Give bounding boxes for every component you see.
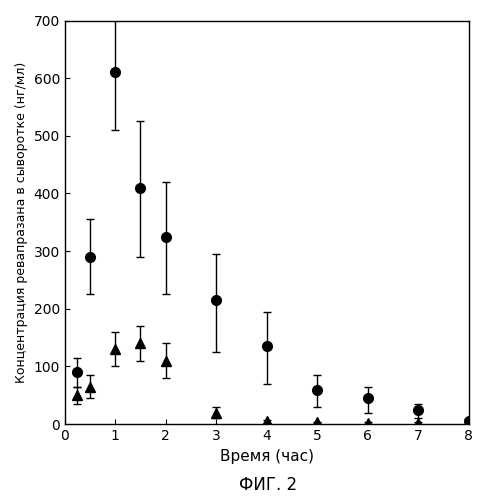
Text: ФИГ. 2: ФИГ. 2 bbox=[239, 476, 298, 494]
X-axis label: Время (час): Время (час) bbox=[220, 449, 314, 464]
Y-axis label: Концентрация ревапразана в сыворотке (нг/мл): Концентрация ревапразана в сыворотке (нг… bbox=[15, 62, 28, 383]
